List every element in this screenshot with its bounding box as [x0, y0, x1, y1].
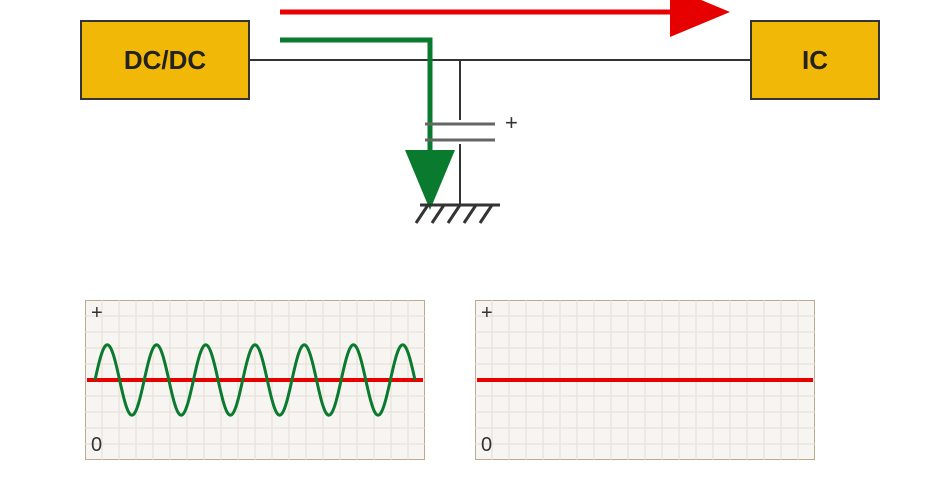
ground-hatch: [448, 205, 460, 223]
ground-hatch: [416, 205, 428, 223]
left-chart-svg: [85, 300, 425, 460]
left-waveform-chart: + 0: [85, 300, 425, 460]
plus-sign: +: [505, 110, 518, 135]
plus-text: +: [91, 302, 103, 324]
ground-hatch: [432, 205, 444, 223]
capacitor-plus-label: +: [505, 110, 518, 136]
right-chart-zero-label: 0: [481, 434, 492, 457]
ground-hatch: [464, 205, 476, 223]
left-chart-plus-label: +: [91, 302, 103, 325]
plus-text: +: [481, 302, 493, 324]
zero-text: 0: [481, 434, 492, 456]
green-current-arrow: [280, 40, 430, 200]
ground-hatch: [480, 205, 492, 223]
circuit-diagram: [0, 0, 950, 260]
right-chart-svg: [475, 300, 815, 460]
right-waveform-chart: + 0: [475, 300, 815, 460]
left-chart-zero-label: 0: [91, 434, 102, 457]
zero-text: 0: [91, 434, 102, 456]
right-chart-plus-label: +: [481, 302, 493, 325]
